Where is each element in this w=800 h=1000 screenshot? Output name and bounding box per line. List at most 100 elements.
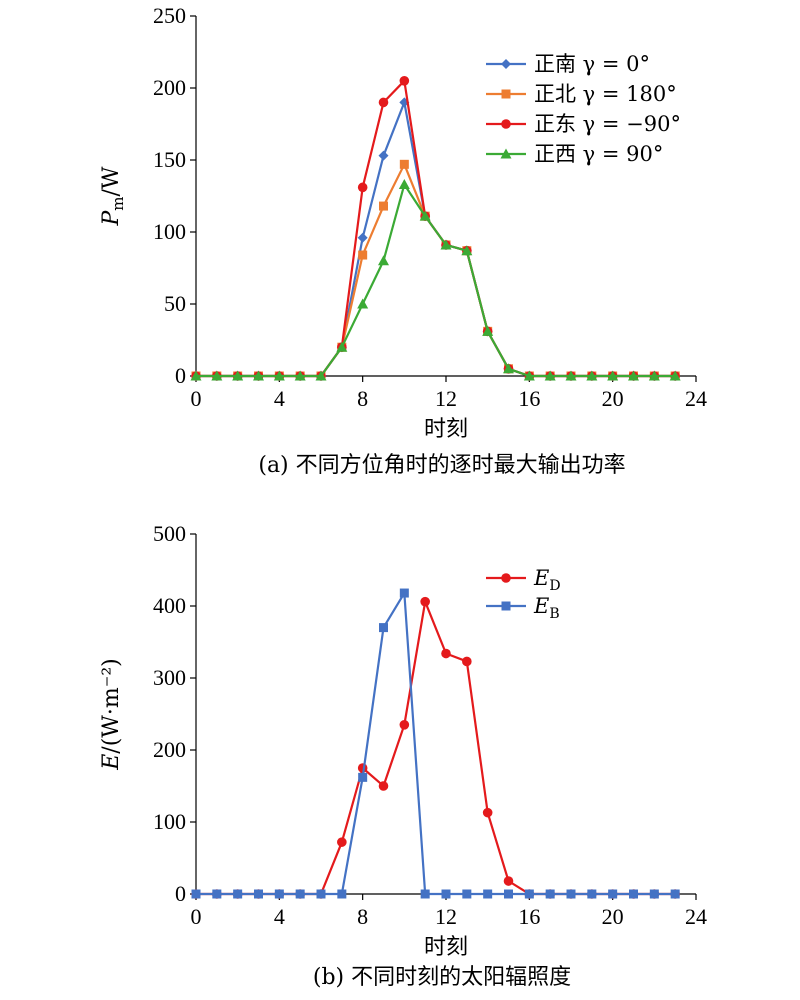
data-point (233, 889, 243, 899)
data-point (273, 370, 285, 381)
y-axis-title-subscript: m (109, 196, 127, 210)
y-axis-title-unit: /(W·m⁻²) (99, 658, 124, 753)
data-point (274, 889, 284, 899)
data-point (253, 370, 264, 381)
data-point (357, 182, 368, 193)
data-point (379, 623, 388, 633)
series-line (196, 183, 676, 378)
data-point (420, 889, 430, 899)
series-1 (191, 588, 680, 899)
data-point (565, 370, 577, 381)
data-point (379, 201, 388, 211)
x-tick-label: 0 (191, 386, 202, 411)
data-point (545, 889, 555, 899)
x-tick-label: 20 (602, 904, 624, 929)
data-point (399, 159, 409, 169)
legend-label: 正西 γ = 90° (534, 142, 663, 166)
legend-label: ED (533, 566, 561, 594)
x-tick-label: 16 (518, 904, 540, 929)
series-3 (190, 178, 681, 381)
data-point (190, 370, 202, 381)
data-point (337, 837, 347, 847)
data-point (503, 876, 514, 886)
data-point (337, 889, 347, 899)
data-point (254, 889, 263, 899)
y-axis-title-symbol: E (99, 754, 124, 771)
data-point (607, 370, 619, 381)
data-point (461, 245, 473, 256)
x-tick-label: 0 (191, 904, 202, 929)
legend-label-symbol: E (533, 566, 549, 590)
data-point (315, 370, 327, 381)
data-point (191, 889, 201, 899)
data-point (629, 889, 638, 899)
data-point (544, 370, 556, 381)
series-1 (191, 159, 680, 381)
y-tick-label: 50 (164, 291, 186, 316)
data-point (566, 889, 576, 899)
data-point (336, 341, 348, 352)
y-tick-label: 0 (175, 881, 186, 906)
data-point (378, 150, 389, 161)
data-point (212, 889, 222, 899)
y-tick-label: 150 (153, 147, 186, 172)
x-axis-title: 时刻 (424, 417, 468, 442)
data-point (670, 889, 680, 899)
data-point (358, 250, 368, 260)
legend-marker (500, 148, 512, 159)
x-tick-label: 12 (435, 386, 457, 411)
series-line (196, 600, 676, 896)
y-tick-label: 500 (153, 521, 186, 546)
data-point (357, 298, 369, 309)
series-0 (191, 97, 681, 381)
y-axis-title-symbol: P (99, 210, 124, 227)
legend-label: 正东 γ = −90° (534, 112, 681, 136)
x-axis-title: 时刻 (424, 935, 468, 960)
data-point (378, 97, 389, 108)
legend-marker (501, 59, 511, 69)
data-point (441, 648, 451, 659)
y-tick-label: 400 (153, 593, 186, 618)
y-axis-title: Pm/W (99, 166, 127, 226)
legend: 正南 γ = 0° 正北 γ = 180° 正东 γ = −90° 正西 γ = 90… (486, 52, 681, 166)
data-point (669, 370, 681, 381)
data-point (294, 370, 306, 381)
legend-marker (501, 89, 511, 99)
y-tick-label: 100 (153, 219, 186, 244)
data-point (586, 370, 598, 381)
legend-marker (501, 601, 511, 611)
data-point (504, 889, 513, 899)
data-point (587, 889, 597, 899)
data-point (648, 370, 660, 381)
legend-label: 正南 γ = 0° (534, 52, 650, 76)
data-point (524, 889, 534, 899)
x-tick-label: 8 (357, 904, 368, 929)
data-point (420, 596, 430, 607)
y-tick-label: 0 (175, 363, 186, 388)
data-point (399, 588, 409, 598)
data-point (649, 889, 659, 899)
figure-caption: (a) 不同方位角时的逐时最大输出功率 (258, 453, 625, 478)
x-tick-label: 20 (602, 386, 624, 411)
data-point (211, 370, 223, 381)
y-tick-label: 100 (153, 809, 186, 834)
data-point (316, 889, 326, 899)
series-0 (191, 596, 680, 899)
data-point (482, 325, 494, 336)
figure-caption: (b) 不同时刻的太阳辐照度 (313, 965, 571, 990)
data-point (483, 889, 493, 899)
data-point (358, 772, 368, 782)
data-point (357, 232, 368, 243)
chart-panel-a: 0 50 100 150 200 250 0 4 8 12 16 20 24 时刻 Pm/W 正南 γ = 0… (99, 3, 707, 478)
data-point (378, 255, 389, 266)
data-point (399, 720, 410, 730)
x-tick-label: 4 (274, 386, 285, 411)
data-point (440, 239, 452, 250)
data-point (482, 807, 493, 818)
data-point (398, 178, 410, 189)
legend-label: 正北 γ = 180° (534, 82, 677, 106)
data-point (462, 889, 472, 899)
legend-marker (501, 119, 511, 129)
